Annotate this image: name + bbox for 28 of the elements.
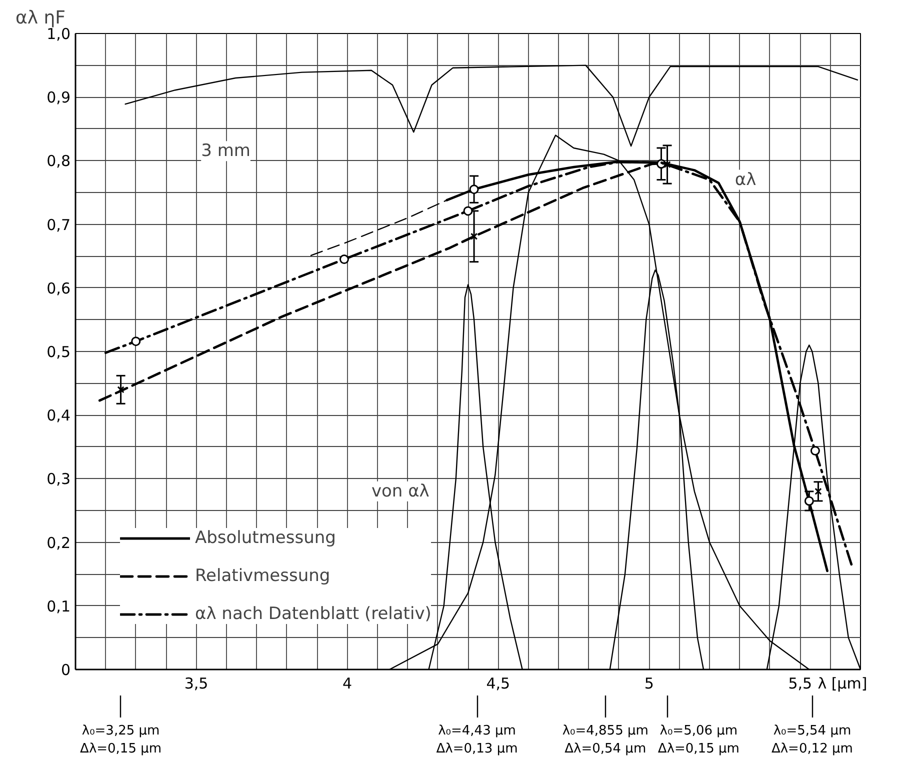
- text: λ₀=4,855 µm Δλ=0,54 µm: [562, 724, 648, 756]
- legend-label: Relativmessung: [195, 566, 330, 586]
- x-tick-label: 5,5: [788, 674, 812, 692]
- y-tick-label: 0,8: [46, 152, 71, 170]
- text: λ₀=5,54 µm Δλ=0,12 µm: [771, 724, 853, 756]
- y-tick-label: 0,6: [46, 279, 71, 298]
- x-tick-label: 5: [644, 674, 654, 692]
- legend-label: αλ nach Datenblatt (relativ): [195, 604, 432, 624]
- x-tick-label: 4: [342, 674, 352, 692]
- y-tick-label: 0,7: [46, 216, 71, 234]
- y-tick-label: 0,5: [46, 343, 71, 361]
- text: λ₀=3,25 µm Δλ=0,15 µm: [80, 724, 162, 756]
- x-tick-label: 4,5: [486, 674, 510, 692]
- y-tick-label: 0,9: [46, 88, 71, 107]
- text: λ₀=5,06 µm Δλ=0,15 µm: [658, 724, 740, 756]
- y-tick-label: 0,2: [46, 534, 71, 552]
- y-axis-title: αλ ηF: [16, 8, 66, 28]
- text: λ₀=4,43 µm Δλ=0,13 µm: [436, 724, 518, 756]
- y-tick-label: 0,4: [46, 406, 71, 425]
- y-tick-label: 0,3: [46, 470, 71, 488]
- annotation: von αλ: [371, 481, 430, 502]
- y-tick-label: 0,1: [46, 597, 71, 616]
- annotation: αλ: [734, 170, 756, 190]
- legend-label: Absolutmessung: [195, 528, 336, 548]
- y-tick-label: 0: [60, 661, 71, 679]
- annotation: 3 mm: [201, 141, 250, 162]
- x-axis-title: λ [µm]: [818, 674, 868, 692]
- x-tick-label: 3,5: [184, 674, 208, 692]
